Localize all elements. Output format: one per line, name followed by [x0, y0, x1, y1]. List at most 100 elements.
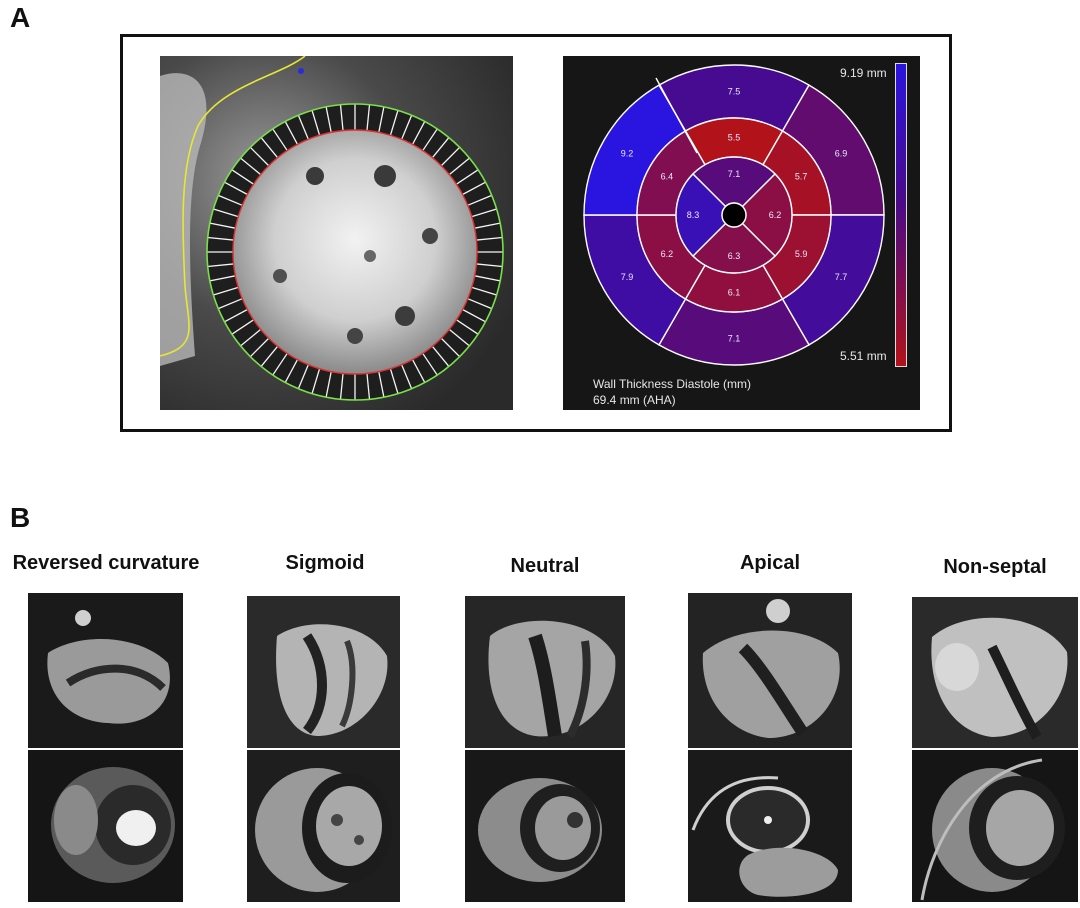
thickness-spoke [431, 137, 450, 159]
thickness-spoke [476, 263, 503, 268]
mri-sigmoid-long-axis [247, 596, 400, 748]
bullseye-segment-label: 7.1 [728, 334, 741, 344]
thickness-spoke [272, 128, 288, 151]
bullseye-segment-label: 5.9 [795, 249, 808, 259]
thickness-spoke [462, 181, 486, 196]
bullseye-segment-label: 7.5 [728, 87, 741, 97]
thickness-spoke [456, 169, 479, 185]
thickness-spoke [467, 194, 492, 206]
bullseye-segment-label: 7.9 [621, 272, 634, 282]
thickness-spoke [411, 121, 426, 145]
mri-non-septal-long-axis [912, 597, 1078, 748]
thickness-spoke [462, 308, 486, 323]
thickness-spoke [209, 222, 236, 229]
bullseye-segment-label: 7.1 [728, 169, 741, 179]
thickness-spoke [471, 286, 497, 296]
thickness-spoke [297, 115, 309, 140]
bullseye-segment-label: 9.2 [621, 148, 634, 158]
thickness-spoke [456, 319, 479, 335]
thickness-spoke [240, 157, 262, 176]
mri-neutral-short-axis [465, 750, 625, 902]
thickness-spoke [422, 353, 438, 376]
thickness-spoke [389, 368, 399, 394]
bullseye-plot-panel: 7.5 6.9 7.7 7.1 7.9 9.2 5.5 5.7 5.9 6.1 6.2 6.4 7.1 6… [563, 56, 920, 410]
thickness-spoke [401, 115, 413, 140]
thickness-spoke [213, 286, 239, 296]
bullseye-segment-label: 6.2 [769, 210, 782, 220]
bullseye-segment-label: 6.9 [835, 148, 848, 158]
thickness-spoke [411, 359, 426, 383]
mri-apical-short-axis [688, 750, 852, 902]
case-title-reversed-curvature: Reversed curvature [12, 552, 200, 574]
thickness-spoke [297, 364, 309, 389]
mri-reversed-curvature-short-axis [28, 750, 183, 902]
thickness-spoke [325, 371, 332, 398]
thickness-spoke [260, 345, 279, 367]
thickness-spoke [249, 146, 270, 167]
thickness-spoke [231, 319, 254, 335]
thickness-spoke [467, 298, 492, 310]
thickness-spoke [207, 263, 234, 268]
thickness-spoke [224, 308, 248, 323]
thickness-spoke [378, 106, 385, 133]
mri-apical-long-axis [688, 593, 852, 748]
bullseye-caption-line1: Wall Thickness Diastole (mm) [593, 377, 752, 391]
case-title-apical: Apical [739, 552, 801, 574]
bullseye-segment-label: 7.7 [835, 272, 848, 282]
thickness-spoke [474, 275, 501, 282]
thickness-spoke [389, 110, 399, 136]
thickness-spoke [366, 104, 371, 131]
thickness-spoke [231, 169, 254, 185]
thickness-spoke [260, 137, 279, 159]
thickness-spoke [440, 337, 461, 358]
mri-neutral-long-axis [465, 596, 625, 748]
thickness-spoke [284, 121, 299, 145]
bullseye-segment-label: 6.3 [728, 251, 741, 261]
thickness-spoke [339, 104, 344, 131]
thickness-spoke [272, 353, 288, 376]
thickness-spoke [366, 373, 371, 400]
short-axis-mri-contours [159, 55, 513, 410]
thickness-spoke [240, 328, 262, 347]
bullseye-segment-label: 5.5 [728, 133, 741, 143]
thickness-spoke [422, 128, 438, 151]
thickness-spoke [401, 364, 413, 389]
thickness-spoke [448, 157, 470, 176]
thickness-spoke [440, 146, 461, 167]
colorbar-min-label: 5.51 mm [840, 349, 887, 363]
thickness-spoke [339, 373, 344, 400]
mri-sigmoid-short-axis [247, 750, 400, 902]
colorbar-max-label: 9.19 mm [840, 66, 887, 80]
thickness-spoke [431, 345, 450, 367]
thickness-spoke [224, 181, 248, 196]
thickness-spoke [476, 236, 503, 241]
thickness-spoke [249, 337, 270, 358]
thickness-spoke [213, 208, 239, 218]
bullseye-segment-label: 5.7 [795, 171, 808, 181]
bullseye-segment-label: 6.2 [661, 249, 674, 259]
thickness-spoke [378, 371, 385, 398]
bullseye-caption-line2: 69.4 mm (AHA) [593, 393, 676, 407]
thickness-spoke [207, 236, 234, 241]
mri-reversed-curvature-long-axis [28, 593, 183, 748]
thickness-spoke [311, 368, 321, 394]
thickness-spoke [209, 275, 236, 282]
thickness-spoke [325, 106, 332, 133]
thickness-spoke [218, 298, 243, 310]
thickness-spoke [218, 194, 243, 206]
colorbar [895, 63, 907, 367]
bullseye-segment-label: 6.4 [661, 171, 674, 181]
thickness-spoke [311, 110, 321, 136]
thickness-spoke [284, 359, 299, 383]
mri-non-septal-short-axis [912, 750, 1078, 902]
panel-label-b: B [10, 502, 31, 533]
case-title-sigmoid: Sigmoid [285, 552, 365, 574]
bullseye-segment-label: 6.1 [728, 288, 741, 298]
bullseye-segment-label: 8.3 [687, 210, 700, 220]
case-title-neutral: Neutral [510, 555, 580, 577]
thickness-spoke [448, 328, 470, 347]
panel-label-a: A [10, 2, 31, 33]
case-title-non-septal: Non-septal [943, 556, 1047, 578]
thickness-spoke [471, 208, 497, 218]
thickness-spoke [474, 222, 501, 229]
